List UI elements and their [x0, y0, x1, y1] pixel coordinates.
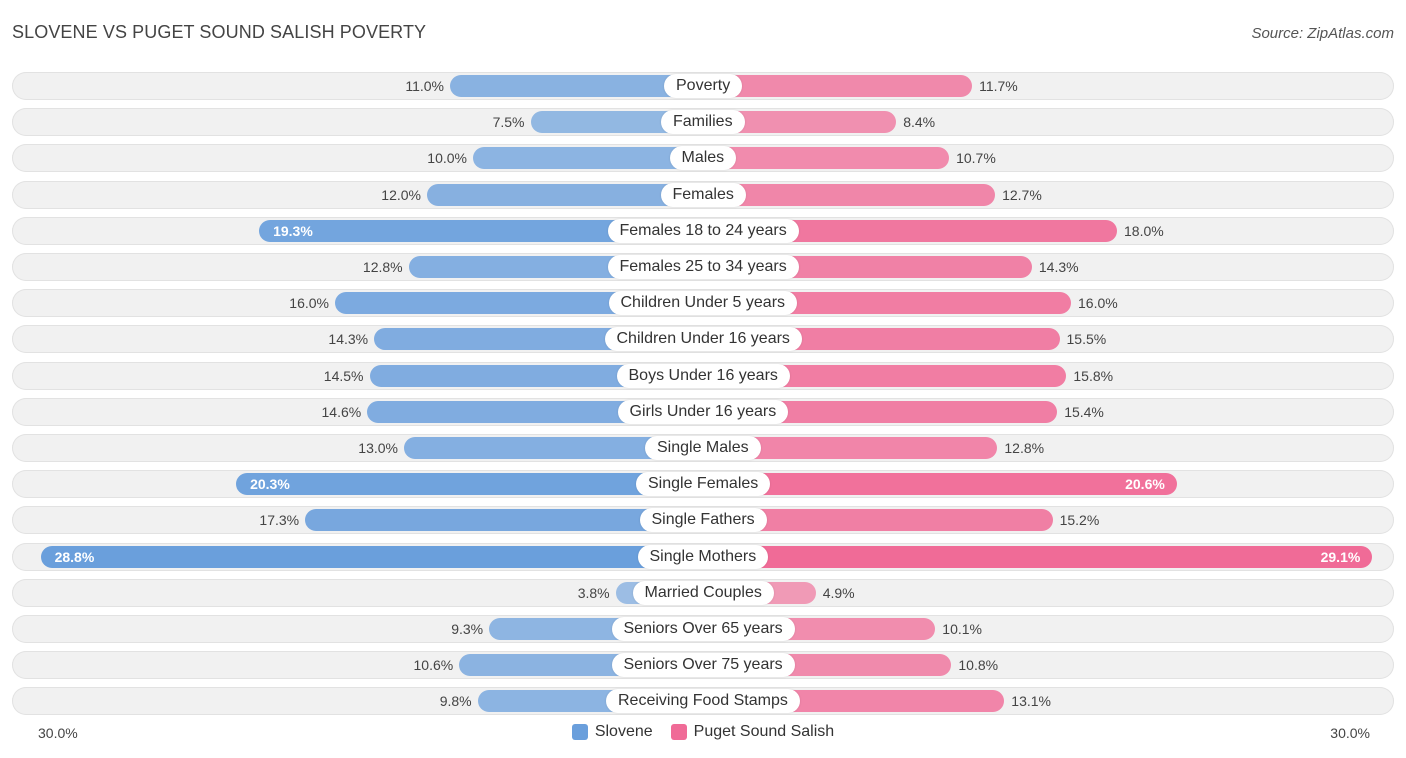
category-label-boys-under-16-years: Boys Under 16 years — [616, 363, 790, 388]
value-label-puget-sound-salish-receiving-food-stamps: 13.1% — [1011, 693, 1051, 710]
bar-puget-sound-salish-single-mothers[interactable] — [703, 545, 1373, 568]
value-label-puget-sound-salish-single-mothers: 29.1% — [1320, 548, 1361, 565]
value-label-slovene-children-under-5-years: 16.0% — [289, 295, 329, 312]
value-label-puget-sound-salish-seniors-over-65-years: 10.1% — [942, 621, 982, 637]
value-label-puget-sound-salish-females-25-to-34-years: 14.3% — [1038, 259, 1079, 275]
category-label-single-males: Single Males — [645, 436, 761, 460]
value-label-puget-sound-salish-females-18-to-24-years: 18.0% — [1124, 222, 1164, 239]
legend-swatch-slovene — [571, 724, 588, 740]
category-label-receiving-food-stamps: Receiving Food Stamps — [606, 689, 800, 714]
category-label-single-fathers: Single Fathers — [639, 508, 767, 533]
value-label-puget-sound-salish-males: 10.7% — [956, 150, 996, 167]
category-label-poverty: Poverty — [664, 74, 743, 98]
category-label-married-couples: Married Couples — [632, 580, 774, 605]
bar-slovene-single-females[interactable] — [236, 473, 703, 496]
value-label-slovene-seniors-over-75-years: 10.6% — [413, 657, 454, 674]
value-label-puget-sound-salish-poverty: 11.7% — [979, 78, 1018, 94]
category-label-females-25-to-34-years: Females 25 to 34 years — [607, 255, 799, 279]
category-label-seniors-over-75-years: Seniors Over 75 years — [611, 653, 795, 678]
bar-slovene-females-18-to-24-years[interactable] — [259, 219, 703, 242]
value-label-puget-sound-salish-females: 12.7% — [1002, 186, 1042, 203]
bar-puget-sound-salish-single-males[interactable] — [703, 437, 998, 459]
value-label-slovene-girls-under-16-years: 14.6% — [321, 403, 362, 420]
value-label-slovene-seniors-over-65-years: 9.3% — [451, 621, 484, 637]
legend-swatch-puget-sound-salish — [670, 724, 687, 740]
value-label-slovene-females-18-to-24-years: 19.3% — [273, 222, 313, 239]
value-label-puget-sound-salish-married-couples: 4.9% — [822, 584, 855, 601]
bar-puget-sound-salish-females[interactable] — [703, 183, 996, 206]
legend: Slovene Puget Sound Salish — [0, 723, 1406, 741]
value-label-puget-sound-salish-single-females: 20.6% — [1125, 476, 1165, 493]
value-label-slovene-single-mothers: 28.8% — [54, 548, 95, 565]
bar-slovene-females[interactable] — [427, 183, 703, 206]
category-label-single-mothers: Single Mothers — [637, 544, 769, 569]
bar-puget-sound-salish-single-females[interactable] — [703, 473, 1177, 496]
value-label-slovene-poverty: 11.0% — [405, 78, 444, 94]
category-label-families: Families — [661, 110, 745, 135]
value-label-slovene-females-25-to-34-years: 12.8% — [362, 259, 403, 275]
value-label-puget-sound-salish-girls-under-16-years: 15.4% — [1064, 403, 1104, 420]
bar-puget-sound-salish-females-18-to-24-years[interactable] — [703, 219, 1117, 242]
value-label-slovene-receiving-food-stamps: 9.8% — [439, 693, 472, 710]
value-label-slovene-children-under-16-years: 14.3% — [328, 331, 369, 348]
category-label-males: Males — [669, 146, 737, 171]
value-label-puget-sound-salish-children-under-16-years: 15.5% — [1066, 331, 1107, 348]
bar-slovene-single-mothers[interactable] — [40, 545, 703, 568]
value-label-slovene-boys-under-16-years: 14.5% — [323, 367, 364, 384]
bar-slovene-males[interactable] — [473, 147, 703, 170]
bar-slovene-single-males[interactable] — [404, 437, 703, 459]
bar-puget-sound-salish-single-fathers[interactable] — [703, 509, 1053, 532]
bar-puget-sound-salish-boys-under-16-years[interactable] — [703, 364, 1067, 387]
value-label-puget-sound-salish-single-fathers: 15.2% — [1059, 512, 1100, 529]
chart-title: SLOVENE VS PUGET SOUND SALISH POVERTY — [12, 22, 427, 42]
value-label-puget-sound-salish-single-males: 12.8% — [1004, 440, 1045, 456]
category-label-seniors-over-65-years: Seniors Over 65 years — [611, 617, 795, 641]
category-label-females-18-to-24-years: Females 18 to 24 years — [607, 218, 799, 243]
value-label-slovene-males: 10.0% — [427, 150, 467, 167]
category-label-children-under-16-years: Children Under 16 years — [604, 327, 802, 352]
axis-right-label: 30.0% — [1330, 725, 1370, 741]
value-label-puget-sound-salish-seniors-over-75-years: 10.8% — [958, 657, 999, 674]
bar-slovene-poverty[interactable] — [450, 75, 703, 97]
legend-item-slovene[interactable]: Slovene — [571, 723, 653, 741]
value-label-puget-sound-salish-children-under-5-years: 16.0% — [1078, 295, 1118, 312]
value-label-puget-sound-salish-boys-under-16-years: 15.8% — [1073, 367, 1114, 384]
value-label-slovene-families: 7.5% — [492, 114, 525, 131]
axis-left-label: 30.0% — [38, 725, 78, 741]
bar-slovene-families[interactable] — [530, 111, 703, 134]
legend-label-puget-sound-salish: Puget Sound Salish — [693, 723, 835, 740]
value-label-puget-sound-salish-families: 8.4% — [903, 114, 936, 131]
category-label-single-females: Single Females — [636, 472, 771, 497]
legend-item-puget-sound-salish[interactable]: Puget Sound Salish — [670, 723, 835, 741]
value-label-slovene-single-females: 20.3% — [250, 476, 290, 493]
bar-puget-sound-salish-girls-under-16-years[interactable] — [703, 400, 1058, 423]
bar-puget-sound-salish-poverty[interactable] — [703, 75, 973, 97]
bar-slovene-single-fathers[interactable] — [305, 509, 703, 532]
bar-puget-sound-salish-families[interactable] — [703, 111, 897, 134]
bar-puget-sound-salish-males[interactable] — [703, 147, 950, 170]
chart-source: Source: ZipAtlas.com — [1251, 25, 1394, 42]
category-label-girls-under-16-years: Girls Under 16 years — [617, 399, 789, 424]
value-label-slovene-married-couples: 3.8% — [577, 584, 610, 601]
category-label-children-under-5-years: Children Under 5 years — [608, 291, 798, 316]
value-label-slovene-females: 12.0% — [381, 186, 421, 203]
legend-label-slovene: Slovene — [594, 723, 653, 740]
value-label-slovene-single-fathers: 17.3% — [259, 512, 300, 529]
category-label-females: Females — [660, 182, 746, 207]
value-label-slovene-single-males: 13.0% — [358, 440, 398, 456]
